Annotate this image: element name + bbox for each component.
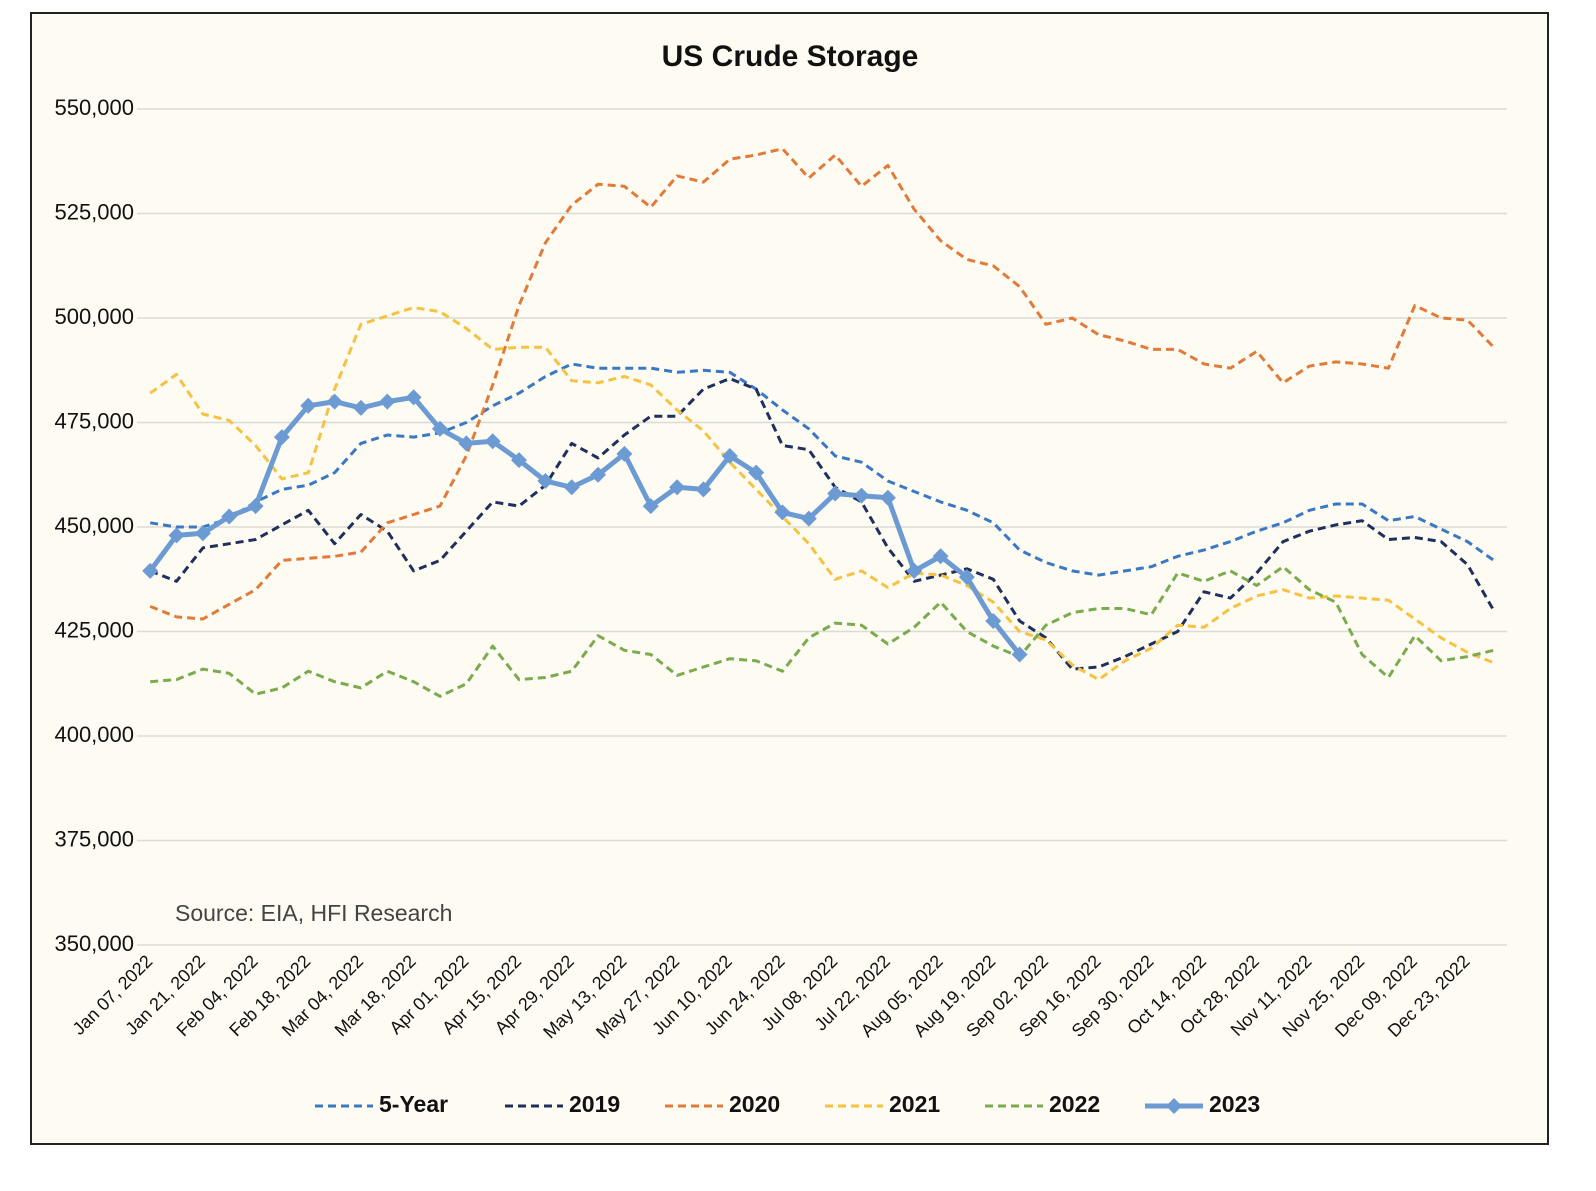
data-point	[194, 525, 211, 542]
data-point	[958, 569, 975, 586]
data-point	[669, 479, 686, 496]
legend-label: 2021	[889, 1091, 940, 1117]
data-point	[168, 527, 185, 544]
series-line	[149, 377, 1496, 671]
chart-title: US Crude Storage	[662, 40, 919, 73]
data-point	[853, 487, 870, 504]
legend-label: 5-Year	[379, 1091, 448, 1117]
data-point	[537, 473, 554, 490]
data-point	[221, 508, 238, 525]
data-point	[142, 562, 159, 579]
legend-label: 2022	[1049, 1091, 1100, 1117]
series-line	[149, 306, 1495, 682]
data-point	[484, 433, 501, 450]
data-point	[721, 447, 738, 464]
legend-marker	[1166, 1098, 1182, 1114]
y-tick-label: 525,000	[54, 199, 134, 224]
data-point	[906, 562, 923, 579]
data-point	[352, 399, 369, 416]
y-tick-label: 475,000	[54, 408, 134, 433]
y-tick-label: 350,000	[54, 931, 134, 956]
data-point	[379, 393, 396, 410]
data-point	[458, 435, 475, 452]
series-line	[149, 362, 1495, 577]
data-point	[827, 485, 844, 502]
data-point	[247, 498, 264, 515]
data-point	[511, 452, 528, 469]
data-point	[616, 445, 633, 462]
data-point	[300, 397, 317, 414]
data-point	[405, 389, 422, 406]
y-tick-label: 425,000	[54, 617, 134, 642]
data-point	[879, 489, 896, 506]
chart-frame	[30, 12, 1549, 1145]
legend-label: 2023	[1209, 1091, 1260, 1117]
data-point	[748, 464, 765, 481]
data-point	[273, 429, 290, 446]
legend-label: 2020	[729, 1091, 780, 1117]
data-point	[695, 481, 712, 498]
legend-label: 2019	[569, 1091, 620, 1117]
data-point	[932, 548, 949, 565]
series-line	[148, 394, 1022, 657]
data-point	[642, 498, 659, 515]
y-tick-label: 375,000	[54, 826, 134, 851]
series-line	[150, 565, 1495, 698]
data-point	[326, 393, 343, 410]
y-tick-label: 550,000	[54, 95, 134, 120]
y-tick-label: 400,000	[54, 722, 134, 747]
y-tick-label: 500,000	[54, 304, 134, 329]
data-point	[1011, 646, 1028, 663]
data-point	[431, 420, 448, 437]
data-point	[590, 466, 607, 483]
data-point	[563, 479, 580, 496]
data-point	[985, 613, 1002, 630]
data-point	[800, 510, 817, 527]
y-tick-label: 450,000	[54, 513, 134, 538]
data-point	[774, 504, 791, 521]
series-line	[149, 147, 1495, 621]
annotation: Source: EIA, HFI Research	[175, 900, 452, 926]
